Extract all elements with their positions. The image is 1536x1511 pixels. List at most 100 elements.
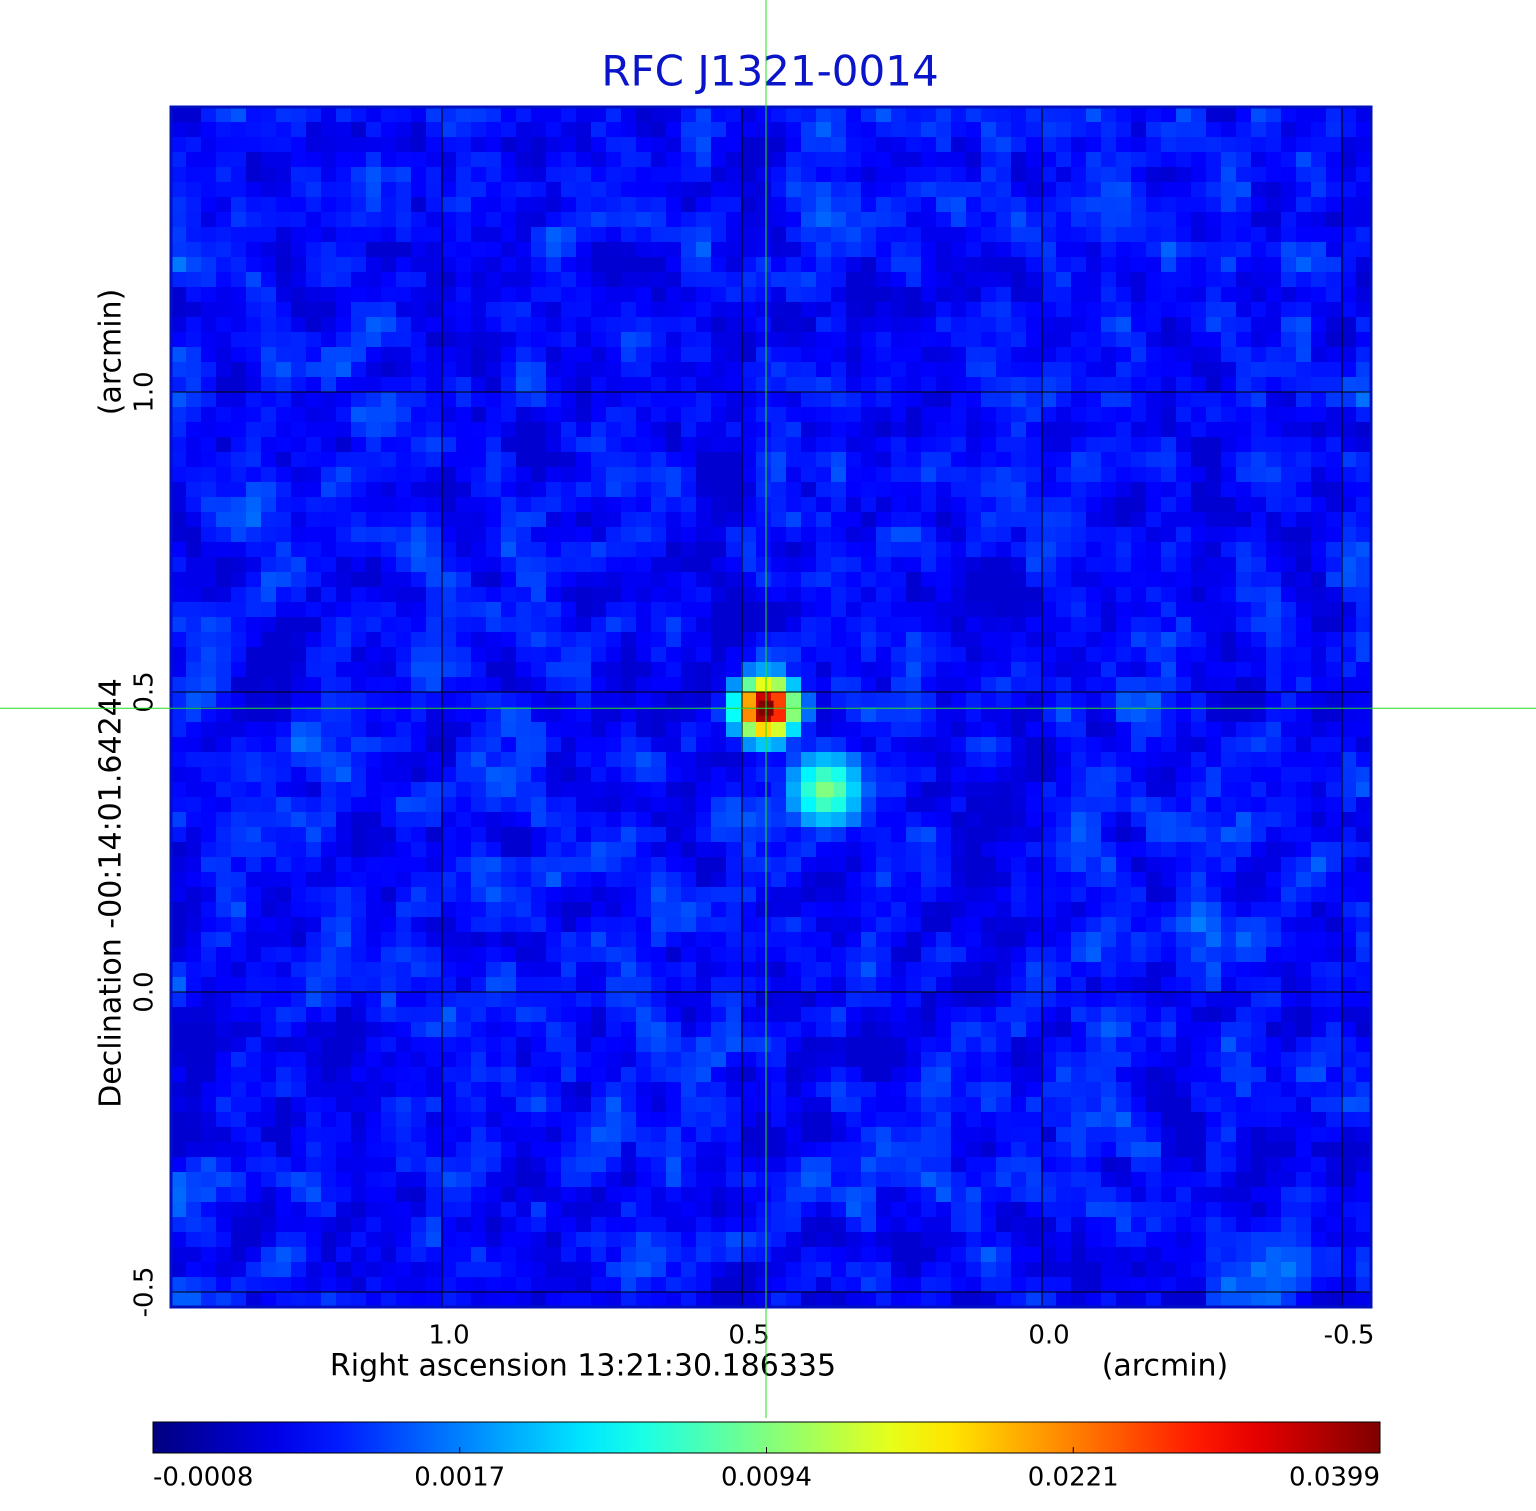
image-pixel [411, 947, 427, 963]
image-pixel [1176, 362, 1192, 378]
image-pixel [711, 572, 727, 588]
image-pixel [576, 542, 592, 558]
image-pixel [486, 1022, 502, 1038]
image-pixel [1056, 497, 1072, 513]
image-pixel [291, 347, 307, 363]
image-pixel [531, 917, 547, 933]
image-pixel [306, 287, 322, 303]
image-pixel [1356, 497, 1372, 513]
image-pixel [486, 362, 502, 378]
image-pixel [1041, 782, 1057, 798]
image-pixel [1191, 302, 1207, 318]
image-pixel [591, 647, 607, 663]
image-pixel [906, 647, 922, 663]
image-pixel [741, 767, 757, 783]
image-pixel [1146, 497, 1162, 513]
image-pixel [426, 1037, 442, 1053]
image-pixel [951, 557, 967, 573]
image-pixel [906, 152, 922, 168]
image-pixel [381, 767, 397, 783]
image-pixel [726, 212, 742, 228]
image-pixel [291, 677, 307, 693]
image-pixel [1326, 797, 1342, 813]
image-pixel [1146, 932, 1162, 948]
image-pixel [666, 242, 682, 258]
image-pixel [1191, 857, 1207, 873]
image-pixel [1101, 632, 1117, 648]
image-pixel [696, 377, 712, 393]
image-pixel [171, 992, 187, 1008]
image-pixel [1356, 212, 1372, 228]
image-pixel [1026, 587, 1042, 603]
image-pixel [246, 917, 262, 933]
image-pixel [891, 782, 907, 798]
image-pixel [936, 677, 952, 693]
image-pixel [591, 152, 607, 168]
image-pixel [726, 962, 742, 978]
image-pixel [936, 242, 952, 258]
image-pixel [291, 752, 307, 768]
image-pixel [1176, 962, 1192, 978]
image-pixel [186, 347, 202, 363]
image-pixel [306, 1022, 322, 1038]
image-pixel [711, 692, 727, 708]
image-pixel [876, 197, 892, 213]
image-pixel [246, 542, 262, 558]
image-pixel [891, 632, 907, 648]
image-pixel [486, 167, 502, 183]
image-pixel [1251, 797, 1267, 813]
image-pixel [1221, 512, 1237, 528]
image-pixel [1101, 992, 1117, 1008]
image-pixel [1026, 242, 1042, 258]
image-pixel [891, 977, 907, 993]
image-pixel [456, 977, 472, 993]
image-pixel [531, 467, 547, 483]
image-pixel [921, 302, 937, 318]
image-pixel [966, 392, 982, 408]
image-pixel [681, 902, 697, 918]
image-pixel [1266, 962, 1282, 978]
image-pixel [1221, 872, 1237, 888]
image-pixel [1056, 692, 1072, 708]
image-pixel [1146, 212, 1162, 228]
image-pixel [1221, 302, 1237, 318]
image-pixel [606, 197, 622, 213]
image-pixel [861, 842, 877, 858]
image-pixel [1146, 182, 1162, 198]
image-pixel [891, 527, 907, 543]
image-pixel [846, 302, 862, 318]
image-pixel [1011, 332, 1027, 348]
image-pixel [501, 662, 517, 678]
image-pixel [516, 842, 532, 858]
image-pixel [1056, 617, 1072, 633]
image-pixel [1086, 962, 1102, 978]
image-pixel [606, 707, 622, 723]
image-pixel [471, 407, 487, 423]
image-pixel [291, 122, 307, 138]
image-pixel [1056, 947, 1072, 963]
image-pixel [1026, 737, 1042, 753]
image-pixel [996, 752, 1012, 768]
image-pixel [1116, 707, 1132, 723]
image-pixel [171, 932, 187, 948]
image-pixel [1101, 182, 1117, 198]
image-pixel [216, 692, 232, 708]
image-pixel [876, 1022, 892, 1038]
image-pixel [291, 182, 307, 198]
image-pixel [411, 572, 427, 588]
image-pixel [1266, 632, 1282, 648]
image-pixel [396, 407, 412, 423]
image-pixel [741, 137, 757, 153]
image-pixel [1191, 482, 1207, 498]
image-pixel [201, 512, 217, 528]
image-pixel [816, 317, 832, 333]
image-pixel [1206, 437, 1222, 453]
image-pixel [951, 302, 967, 318]
image-pixel [1056, 932, 1072, 948]
image-pixel [726, 422, 742, 438]
image-pixel [531, 857, 547, 873]
image-pixel [246, 182, 262, 198]
image-pixel [666, 557, 682, 573]
image-pixel [171, 947, 187, 963]
image-pixel [636, 302, 652, 318]
